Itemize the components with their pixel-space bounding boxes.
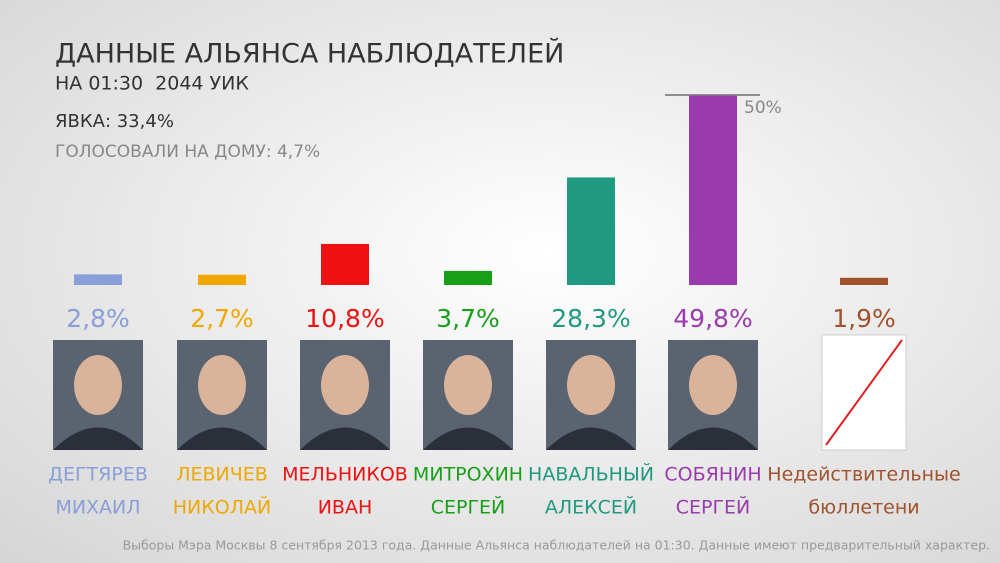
value-label: 28,3%: [551, 304, 630, 333]
ballot-cross: [825, 339, 903, 446]
portrait-face: [689, 355, 737, 415]
portrait-suit: [177, 427, 267, 450]
bar: [444, 270, 492, 285]
category-label: ДЕГТЯРЕВ: [48, 464, 148, 486]
category-label: АЛЕКСЕЙ: [545, 496, 637, 519]
category-label: ЛЕВИЧЕВ: [176, 464, 268, 486]
category-label: НАВАЛЬНЫЙ: [528, 463, 654, 486]
value-label: 1,9%: [832, 304, 896, 333]
category-label: МИХАИЛ: [55, 497, 140, 519]
bar: [321, 243, 369, 285]
portrait-suit: [53, 427, 143, 450]
category-label: Недействительные: [767, 464, 960, 486]
value-label: 2,8%: [66, 304, 130, 333]
value-label: 3,7%: [436, 304, 500, 333]
category-label: СЕРГЕЙ: [676, 496, 751, 519]
category-label: МИТРОХИН: [413, 464, 523, 486]
portrait-face: [567, 355, 615, 415]
category-label: СОБЯНИН: [664, 464, 761, 486]
portrait-suit: [546, 427, 636, 450]
category-label: СЕРГЕЙ: [431, 496, 506, 519]
bar: [198, 274, 246, 285]
value-label: 10,8%: [305, 304, 384, 333]
portrait-face: [74, 355, 122, 415]
portrait-face: [198, 355, 246, 415]
category-label: МЕЛЬНИКОВ: [282, 464, 408, 486]
portrait-face: [321, 355, 369, 415]
value-label: 2,7%: [190, 304, 254, 333]
category-label: НИКОЛАЙ: [173, 496, 271, 519]
bar: [689, 95, 737, 285]
turnout: ЯВКА: 33,4%: [55, 111, 174, 132]
category-label: ИВАН: [318, 497, 373, 519]
portrait-suit: [668, 427, 758, 450]
chart-subtitle: НА 01:30 2044 УИК: [55, 73, 249, 95]
value-label: 49,8%: [673, 304, 752, 333]
home-votes: ГОЛОСОВАЛИ НА ДОМУ: 4,7%: [55, 142, 320, 162]
bar: [567, 177, 615, 285]
bar: [74, 274, 122, 285]
portrait-face: [444, 355, 492, 415]
category-label: бюллетени: [808, 497, 919, 519]
footnote: Выборы Мэра Москвы 8 сентября 2013 года.…: [123, 538, 990, 553]
portrait-suit: [423, 427, 513, 450]
portrait-suit: [300, 427, 390, 450]
reference-label: 50%: [744, 98, 782, 118]
chart-title: ДАННЫЕ АЛЬЯНСА НАБЛЮДАТЕЛЕЙ: [55, 38, 564, 70]
bar: [840, 277, 888, 285]
